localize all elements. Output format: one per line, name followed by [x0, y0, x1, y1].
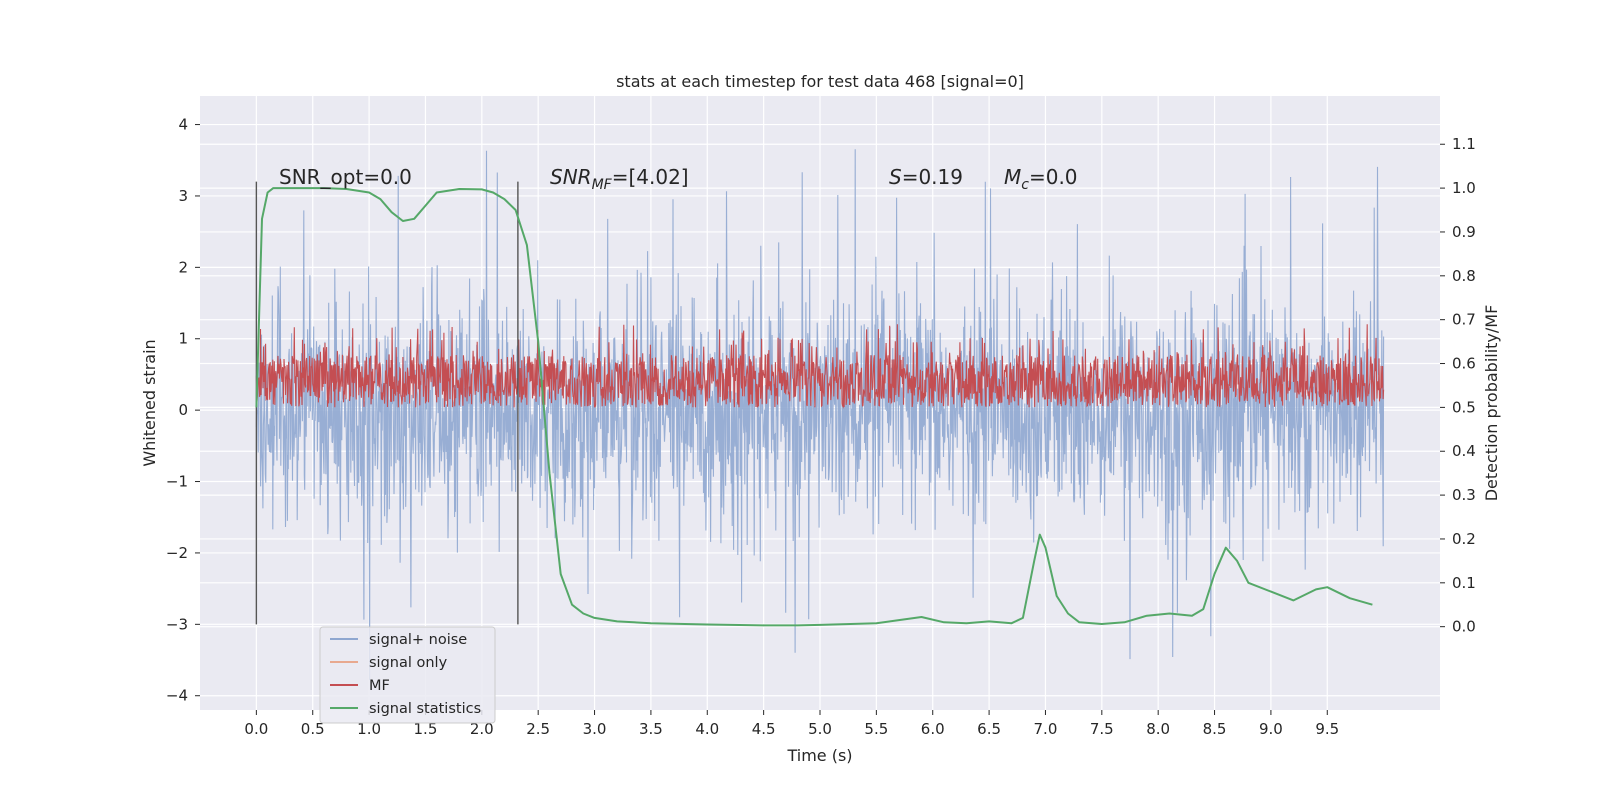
x-tick-label: 9.5 [1315, 720, 1339, 738]
annotation-snr-mf-value: =[4.02] [612, 165, 689, 189]
y-tick-label: 4 [178, 116, 188, 134]
annotation-s-value: =0.19 [902, 165, 963, 189]
annotation-s-symbol: S [889, 165, 902, 189]
y2-tick-label: 0.7 [1452, 311, 1476, 329]
y-axis-label: Whitened strain [140, 339, 159, 466]
x-ticks: 0.0 0.5 1.0 1.5 2.0 2.5 3.0 3.5 4.0 4.5 5.0 5.5 6.0 6… [244, 710, 1339, 738]
x-tick-label: 3.0 [583, 720, 607, 738]
y-tick-label: 0 [178, 401, 188, 419]
annotation-mc-value: =0.0 [1029, 165, 1078, 189]
x-tick-label: 7.5 [1090, 720, 1114, 738]
series-layer [255, 149, 1385, 681]
series-signal-noise [255, 149, 1385, 681]
annotation-snr-mf-subscript: MF [592, 177, 613, 193]
y2-tick-label: 1.0 [1452, 179, 1476, 197]
y-tick-label: −3 [166, 615, 188, 633]
series-signal-statistics [255, 187, 1373, 627]
x-tick-label: 1.0 [357, 720, 381, 738]
y2-tick-label: 0.4 [1452, 442, 1476, 460]
x-tick-label: 5.0 [808, 720, 832, 738]
annotation-snr-mf: SNRMF=[4.02] [550, 165, 689, 193]
y-ticks: −4 −3 −2 −1 0 1 2 3 4 [166, 116, 200, 705]
y2-axis-label: Detection probability/MF [1482, 305, 1501, 502]
x-tick-label: 6.0 [921, 720, 945, 738]
x-tick-label: 0.5 [301, 720, 325, 738]
legend-box [319, 626, 496, 724]
x-tick-label: 2.0 [470, 720, 494, 738]
x-tick-label: 8.5 [1203, 720, 1227, 738]
y2-tick-label: 0.5 [1452, 398, 1476, 416]
chart-title: stats at each timestep for test data 468… [616, 72, 1024, 91]
legend-label-signal-only: signal only [369, 655, 448, 671]
x-axis-label: Time (s) [786, 746, 852, 765]
y2-ticks: 0.0 0.1 0.2 0.3 0.4 0.5 0.6 0.7 0.8 0.9 1.0 1.1 [1440, 135, 1476, 636]
legend: signal+ noise signal only MF signal stat… [319, 626, 496, 724]
annotation-snr-opt: SNR_opt=0.0 [279, 165, 412, 189]
y-tick-label: −1 [166, 473, 188, 491]
series-mf [255, 324, 1385, 409]
y2-tick-label: 0.9 [1452, 223, 1476, 241]
x-tick-label: 2.5 [526, 720, 550, 738]
y2-tick-label: 0.1 [1452, 574, 1476, 592]
y2-tick-label: 0.0 [1452, 618, 1476, 636]
legend-label-mf: MF [369, 678, 390, 694]
x-tick-label: 1.5 [414, 720, 438, 738]
y2-tick-label: 0.8 [1452, 267, 1476, 285]
x-tick-label: 3.5 [639, 720, 663, 738]
legend-label-signal-noise: signal+ noise [369, 632, 467, 648]
annotation-mc: Mc=0.0 [1004, 165, 1078, 193]
y2-tick-label: 0.6 [1452, 355, 1476, 373]
x-tick-label: 4.0 [695, 720, 719, 738]
x-tick-label: 6.5 [977, 720, 1001, 738]
y-tick-label: 3 [178, 187, 188, 205]
x-tick-label: 0.0 [244, 720, 268, 738]
annotation-mc-symbol: M [1004, 165, 1021, 189]
y2-tick-label: 0.3 [1452, 486, 1476, 504]
annotation-s: S=0.19 [889, 165, 963, 189]
annotation-mc-subscript: c [1021, 177, 1029, 193]
y-tick-label: −2 [166, 544, 188, 562]
x-tick-label: 9.0 [1259, 720, 1283, 738]
y2-tick-label: 0.2 [1452, 530, 1476, 548]
y-tick-label: 1 [178, 330, 188, 348]
x-tick-label: 7.0 [1034, 720, 1058, 738]
x-tick-label: 4.5 [752, 720, 776, 738]
legend-label-signal-statistics: signal statistics [369, 701, 481, 717]
annotation-snr-mf-symbol: SNR [550, 165, 592, 189]
x-tick-label: 8.0 [1146, 720, 1170, 738]
y-tick-label: 2 [178, 258, 188, 276]
x-tick-label: 5.5 [864, 720, 888, 738]
y2-tick-label: 1.1 [1452, 135, 1476, 153]
y-tick-label: −4 [166, 687, 188, 705]
